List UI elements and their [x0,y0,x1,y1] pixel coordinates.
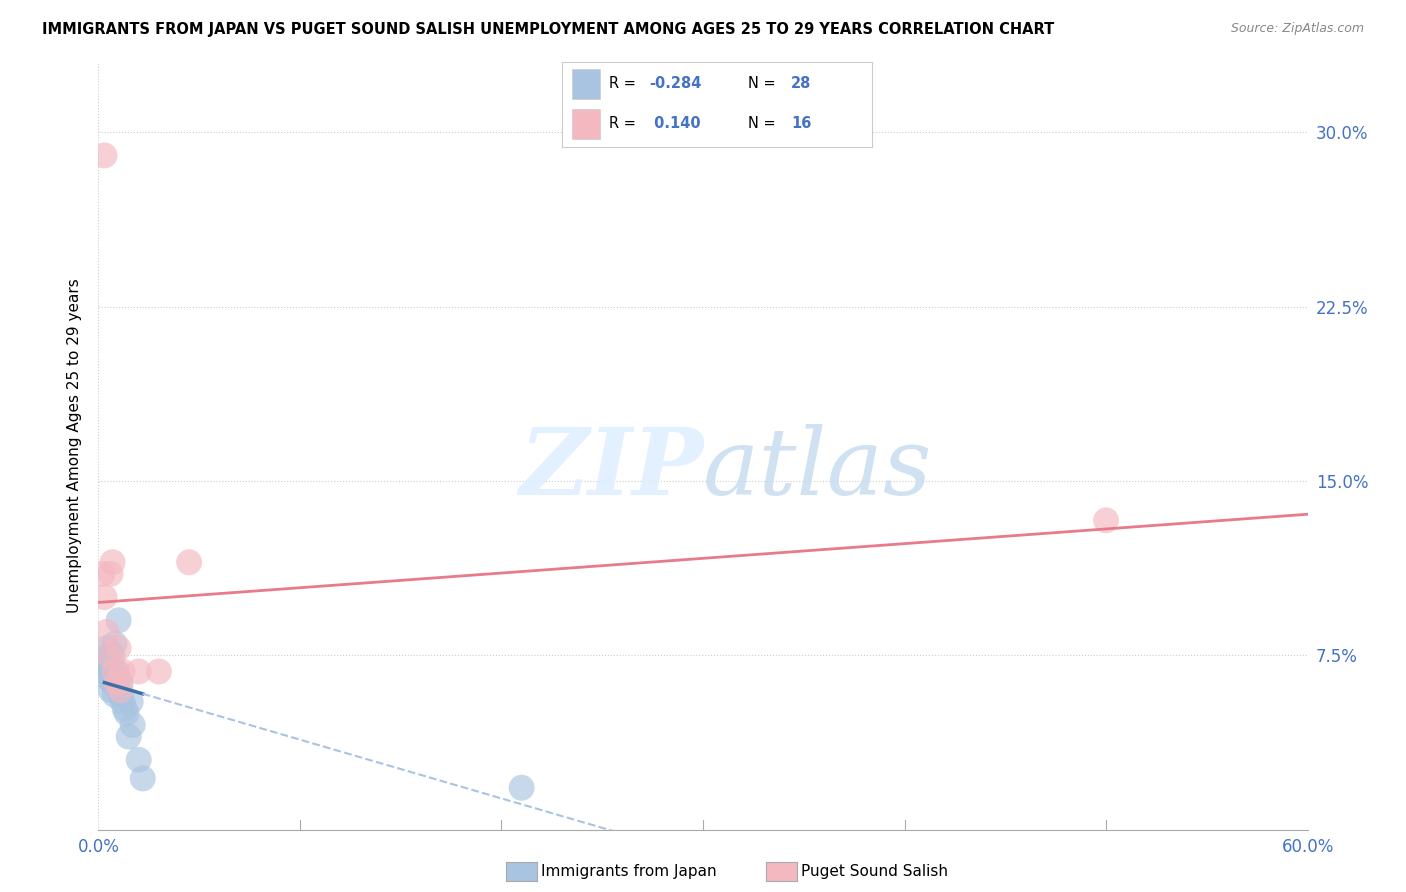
Point [100,665,122,679]
Point [93,148,115,162]
Point [96,624,118,639]
Point [100,683,122,698]
Point [118,730,141,744]
FancyBboxPatch shape [572,109,599,139]
Point [107,672,129,686]
Text: Source: ZipAtlas.com: Source: ZipAtlas.com [1230,22,1364,36]
Point [105,676,128,690]
Point [120,695,142,709]
Text: N =: N = [748,116,780,131]
Point [103,665,125,679]
Point [101,676,124,690]
Point [110,683,132,698]
Point [96,641,118,656]
Text: N =: N = [748,76,780,91]
Point [121,718,143,732]
Point [93,665,115,679]
Point [105,678,128,692]
Point [107,641,129,656]
Text: IMMIGRANTS FROM JAPAN VS PUGET SOUND SALISH UNEMPLOYMENT AMONG AGES 25 TO 29 YEA: IMMIGRANTS FROM JAPAN VS PUGET SOUND SAL… [42,22,1054,37]
Point [179,555,201,569]
Point [103,688,125,702]
Text: Immigrants from Japan: Immigrants from Japan [541,864,717,879]
Text: R =: R = [609,116,640,131]
Point [510,780,533,795]
Point [91,566,114,581]
Point [128,753,150,767]
Point [101,648,124,663]
Point [114,701,136,715]
Point [110,676,132,690]
Point [105,665,128,679]
Text: -0.284: -0.284 [650,76,702,91]
Point [96,653,118,667]
Point [1095,513,1118,527]
Point [100,566,122,581]
Point [148,665,170,679]
Text: 0.140: 0.140 [650,116,700,131]
Text: 16: 16 [792,116,811,131]
Point [103,672,125,686]
Point [97,660,120,674]
Point [107,613,129,627]
Point [103,637,125,651]
Y-axis label: Unemployment Among Ages 25 to 29 years: Unemployment Among Ages 25 to 29 years [67,278,83,614]
Text: ZIP: ZIP [519,424,703,514]
Point [93,590,115,604]
Text: Puget Sound Salish: Puget Sound Salish [801,864,949,879]
Point [97,648,120,663]
Point [110,688,132,702]
Text: 28: 28 [792,76,811,91]
Point [111,695,134,709]
Text: R =: R = [609,76,640,91]
Point [128,665,150,679]
Point [111,665,134,679]
Point [115,706,138,721]
Point [97,672,120,686]
FancyBboxPatch shape [572,70,599,99]
Point [101,555,124,569]
Point [132,772,155,786]
Text: atlas: atlas [703,424,932,514]
Point [97,648,120,663]
